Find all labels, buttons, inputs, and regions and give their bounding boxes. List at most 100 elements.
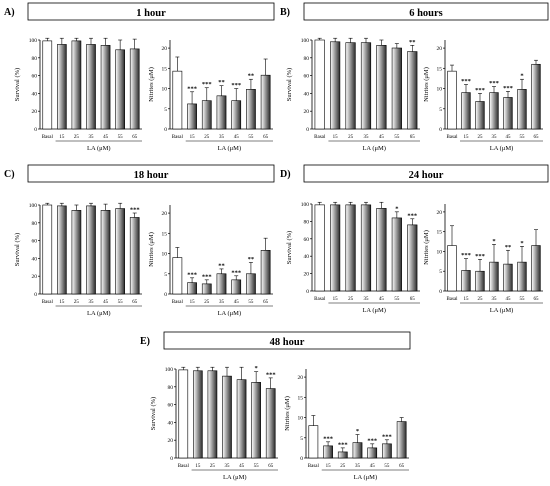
y-tick-label: 20 xyxy=(32,109,38,115)
y-tick-label: 80 xyxy=(32,221,38,227)
bar xyxy=(57,205,67,295)
bar-group xyxy=(86,202,96,295)
x-tick-label: 25 xyxy=(478,297,484,302)
bar-group xyxy=(236,366,247,459)
chart-survival: 0 20 40 60 80 100 Survival (%) Basal 15 25 35 45 55 *… xyxy=(14,202,142,317)
bar xyxy=(345,204,356,292)
bar-group xyxy=(172,56,183,130)
bar-group xyxy=(330,201,341,292)
bar xyxy=(447,245,457,292)
bar xyxy=(461,92,471,130)
bar-group: * xyxy=(391,205,402,292)
panel-letter: A) xyxy=(4,7,15,18)
bar xyxy=(216,273,227,295)
bar xyxy=(222,375,232,459)
y-tick-label: 100 xyxy=(301,202,310,208)
chart-nitrites: 0 5 10 15 20 Nitrites (μM) Basal *** 15 *** 25 ** 35… xyxy=(148,40,273,152)
bar xyxy=(308,425,319,459)
bar-group xyxy=(86,37,96,130)
significance-label: *** xyxy=(503,85,513,92)
bar-group xyxy=(345,201,356,292)
panel-title-box xyxy=(27,2,275,21)
bar-group xyxy=(57,202,67,295)
y-tick-label: 15 xyxy=(162,66,168,72)
bar xyxy=(115,49,125,130)
x-tick-label: 15 xyxy=(326,464,332,469)
bar xyxy=(86,44,96,130)
x-tick-label: 55 xyxy=(254,464,260,469)
bar-group: *** xyxy=(231,269,242,295)
bar xyxy=(314,204,325,292)
panel-letter: E) xyxy=(140,336,150,347)
panel-title: 18 hour xyxy=(134,170,169,181)
significance-label: *** xyxy=(382,433,392,440)
bar-group: *** xyxy=(231,82,241,130)
bar-group xyxy=(314,201,325,292)
panel-header: E) 48 hour xyxy=(140,331,411,350)
bar-group: ** xyxy=(407,39,418,130)
x-tick-label: Basal xyxy=(446,297,458,302)
significance-label: * xyxy=(492,238,495,245)
y-tick-label: 20 xyxy=(32,274,38,280)
bar-group xyxy=(308,415,319,459)
y-tick-label: 15 xyxy=(298,395,304,401)
significance-label: ** xyxy=(505,244,512,251)
bar-group xyxy=(129,38,140,130)
x-tick-label: 15 xyxy=(190,300,196,305)
bar xyxy=(201,100,212,130)
bar-group xyxy=(531,59,541,130)
y-tick-label: 15 xyxy=(437,230,443,236)
bar xyxy=(376,208,387,292)
x-tick-label: 55 xyxy=(520,135,526,140)
significance-label: * xyxy=(255,365,258,372)
bar-group xyxy=(71,204,82,295)
x-tick-label: 65 xyxy=(399,464,405,469)
bar xyxy=(337,451,348,459)
bar xyxy=(489,261,499,292)
treatment-label: LA (μM) xyxy=(87,145,111,152)
bar-group xyxy=(222,366,232,459)
y-tick-label: 0 xyxy=(164,292,167,298)
x-tick-label: 45 xyxy=(506,135,512,140)
x-tick-label: Basal xyxy=(42,135,54,140)
panel-title-box xyxy=(163,331,411,350)
bar xyxy=(367,447,378,459)
x-tick-label: 45 xyxy=(379,135,385,140)
y-tick-label: 20 xyxy=(304,272,310,278)
bar-group xyxy=(172,247,183,295)
bar-group xyxy=(391,43,402,130)
bar xyxy=(531,245,541,292)
x-tick-label: 25 xyxy=(204,135,210,140)
y-axis-label: Nitrites (μM) xyxy=(284,396,291,431)
bar xyxy=(115,208,125,295)
panel-title-box xyxy=(27,164,275,183)
bar xyxy=(201,283,212,295)
bar xyxy=(231,279,242,295)
significance-label: *** xyxy=(202,273,212,280)
bar-group xyxy=(57,37,67,130)
bar xyxy=(57,44,67,130)
y-tick-label: 0 xyxy=(164,127,167,133)
significance-label: *** xyxy=(130,207,140,214)
x-tick-label: 65 xyxy=(263,135,269,140)
x-tick-label: Basal xyxy=(446,135,458,140)
bar xyxy=(42,40,53,130)
bar-group xyxy=(531,229,541,292)
bar-group xyxy=(376,39,387,130)
x-tick-label: 15 xyxy=(190,135,196,140)
y-tick-label: 80 xyxy=(304,56,310,62)
x-tick-label: 55 xyxy=(248,135,254,140)
y-tick-label: 40 xyxy=(32,91,38,97)
x-tick-label: 55 xyxy=(394,297,400,302)
x-tick-label: 15 xyxy=(464,297,470,302)
bar xyxy=(71,210,82,295)
y-tick-label: 0 xyxy=(306,127,309,133)
y-tick-label: 0 xyxy=(300,456,303,462)
x-tick-label: 35 xyxy=(492,135,498,140)
x-tick-label: 25 xyxy=(210,464,216,469)
bar-group xyxy=(260,58,271,130)
bar-group: * xyxy=(251,365,261,459)
significance-label: ** xyxy=(409,39,416,46)
bar xyxy=(246,273,256,295)
